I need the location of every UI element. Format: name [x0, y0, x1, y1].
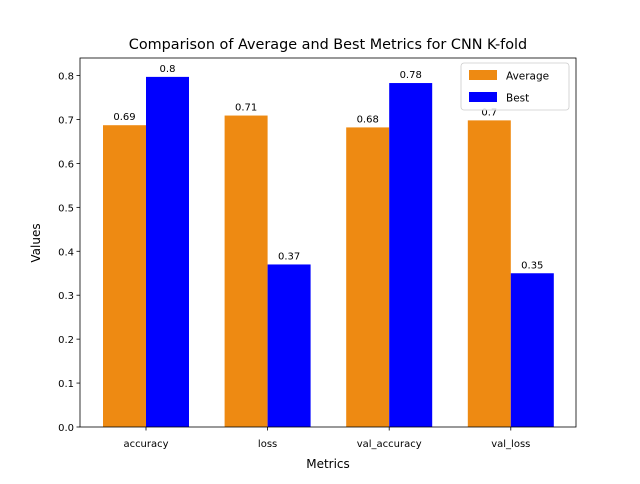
data-label-best-val_accuracy: 0.78: [400, 70, 422, 81]
legend-label-average: Average: [506, 71, 549, 83]
y-tick-label: 0.8: [58, 72, 74, 83]
plot-area: 0.69 0.71 0.68 0.7 0.8 0.37 0.78 0.35 0.0 0.1 0.2 0…: [58, 57, 577, 450]
bar-average-val_accuracy: [346, 127, 390, 428]
plot-frame: [79, 57, 577, 428]
x-axis-label: Metrics: [306, 457, 350, 471]
bar-average-val_loss: [467, 120, 511, 427]
y-tick-label: 0.3: [58, 291, 74, 302]
x-tick-label-loss: loss: [258, 439, 277, 450]
legend-label-best: Best: [506, 93, 529, 105]
bar-average-accuracy: [103, 125, 146, 427]
data-label-average-val_loss: 0.7: [481, 107, 497, 118]
chart-title: Comparison of Average and Best Metrics f…: [129, 37, 527, 53]
legend: Average Best: [460, 62, 570, 111]
bar-best-val_loss: [510, 273, 554, 427]
x-tick-label-accuracy: accuracy: [123, 439, 168, 450]
y-tick-label: 0.1: [58, 379, 74, 390]
bar-best-accuracy: [146, 76, 189, 427]
legend-swatch-average: [469, 70, 497, 80]
y-tick-label: 0.7: [58, 116, 74, 127]
bar-average-loss: [224, 115, 268, 428]
y-tick-label: 0.2: [58, 335, 74, 346]
bar-best-val_accuracy: [389, 83, 433, 428]
x-tick-label-val_loss: val_loss: [491, 439, 530, 450]
data-label-best-loss: 0.37: [278, 251, 300, 262]
y-axis-label: Values: [29, 223, 43, 262]
y-tick-label: 0.4: [58, 247, 74, 258]
y-tick-label: 0.0: [58, 423, 74, 434]
data-label-average-loss: 0.71: [235, 103, 257, 114]
y-tick-label: 0.5: [58, 203, 74, 214]
data-label-best-val_loss: 0.35: [521, 260, 543, 271]
x-tick-label-val_accuracy: val_accuracy: [357, 439, 422, 450]
y-tick-label: 0.6: [58, 159, 74, 170]
legend-swatch-best: [469, 92, 497, 102]
data-label-average-val_accuracy: 0.68: [357, 114, 379, 125]
data-label-average-accuracy: 0.69: [113, 112, 135, 123]
bar-best-loss: [267, 264, 311, 427]
data-label-best-accuracy: 0.8: [160, 64, 176, 75]
